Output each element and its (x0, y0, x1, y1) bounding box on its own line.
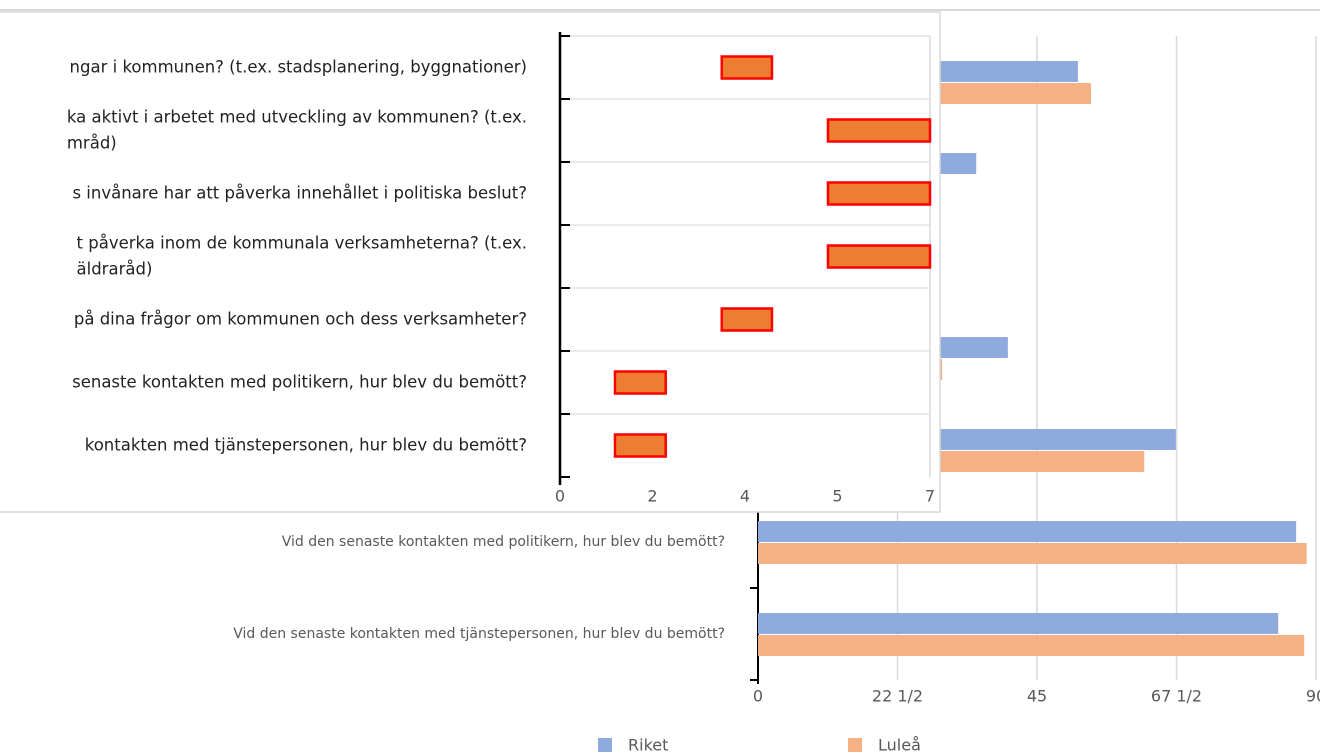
bar (758, 613, 1279, 634)
label-line: på dina frågor om kommunen och dess verk… (74, 309, 527, 328)
legend-swatch (848, 738, 862, 752)
x-tick-label: 45 (1027, 687, 1047, 706)
y-category-label: ka aktivt i arbetet med utveckling av ko… (67, 107, 527, 152)
floating-bar (826, 244, 932, 269)
x-tick-label: 7 (925, 487, 935, 506)
floating-bar (720, 307, 774, 332)
label-line: t påverka inom de kommunala verksamheter… (77, 233, 527, 252)
bar (758, 543, 1307, 564)
bar (758, 521, 1297, 542)
y-category-label: på dina frågor om kommunen och dess verk… (74, 309, 527, 328)
label-line: ngar i kommunen? (t.ex. stadsplanering, … (70, 57, 527, 76)
x-tick-label: 67 1/2 (1151, 687, 1202, 706)
bar (758, 635, 1305, 656)
x-tick-label: 5 (832, 487, 842, 506)
y-category-label: ngar i kommunen? (t.ex. stadsplanering, … (70, 57, 527, 76)
x-tick-label: 4 (740, 487, 750, 506)
floating-bar (613, 370, 667, 395)
x-tick-label: 0 (753, 687, 763, 706)
y-category-label: kontakten med tjänstepersonen, hur blev … (85, 435, 527, 454)
y-category-label: Vid den senaste kontakten med tjänsteper… (233, 626, 725, 642)
label-line: senaste kontakten med politikern, hur bl… (72, 372, 527, 391)
floating-bar (826, 181, 932, 206)
legend-label: Riket (628, 736, 668, 755)
floating-bar (720, 55, 774, 80)
legend-swatch (598, 738, 612, 752)
label-line: äldraråd) (77, 259, 153, 278)
x-tick-label: 2 (647, 487, 657, 506)
legend-label: Luleå (878, 736, 921, 755)
y-category-label: s invånare har att påverka innehållet i … (72, 183, 527, 202)
label-line: kontakten med tjänstepersonen, hur blev … (85, 435, 527, 454)
popup-panel (0, 11, 941, 513)
label-line: mråd) (67, 133, 117, 152)
y-category-label: t påverka inom de kommunala verksamheter… (77, 233, 527, 278)
label-line: s invånare har att påverka innehållet i … (72, 183, 527, 202)
floating-bar (826, 118, 932, 143)
label-line: ka aktivt i arbetet med utveckling av ko… (67, 107, 527, 126)
x-tick-label: 0 (555, 487, 565, 506)
x-tick-label: 90 (1306, 687, 1320, 706)
y-category-label: senaste kontakten med politikern, hur bl… (72, 372, 527, 391)
popup: 0 2 4 5 7 ngar i kommunen? (t.ex. stadsplaner… (0, 11, 941, 513)
y-category-label: Vid den senaste kontakten med politikern… (282, 534, 725, 550)
floating-bar (613, 433, 667, 458)
x-tick-label: 22 1/2 (872, 687, 923, 706)
